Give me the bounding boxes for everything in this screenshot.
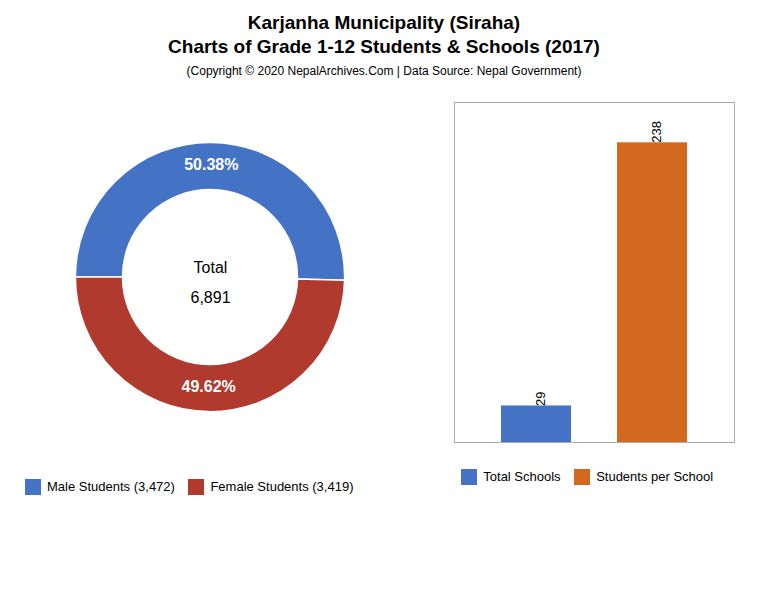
html-text:Charts of Grade 1-12 Students: Charts of Grade 1-12 Students & Schools …	[168, 36, 600, 57]
svg-text:29: 29	[532, 392, 547, 406]
html-text:Total Schools: Total Schools	[483, 469, 561, 484]
html-text:Female Students (3,419): Female Students (3,419)	[210, 479, 354, 494]
html-text:Students per School: Students per School	[596, 469, 714, 484]
svg-text:50.38%: 50.38%	[184, 156, 238, 173]
html-text:(Copyright © 2020 NepalArchive: (Copyright © 2020 NepalArchives.Com | Da…	[186, 64, 582, 78]
svg-text:6,891: 6,891	[190, 289, 230, 306]
svg-text:Total: Total	[193, 259, 227, 276]
html-text:Karjanha Municipality (Siraha): Karjanha Municipality (Siraha)	[247, 12, 521, 33]
html-text:Male Students (3,472): Male Students (3,472)	[47, 479, 175, 494]
svg-text:238: 238	[648, 121, 663, 143]
svg-text:49.62%: 49.62%	[181, 378, 235, 395]
